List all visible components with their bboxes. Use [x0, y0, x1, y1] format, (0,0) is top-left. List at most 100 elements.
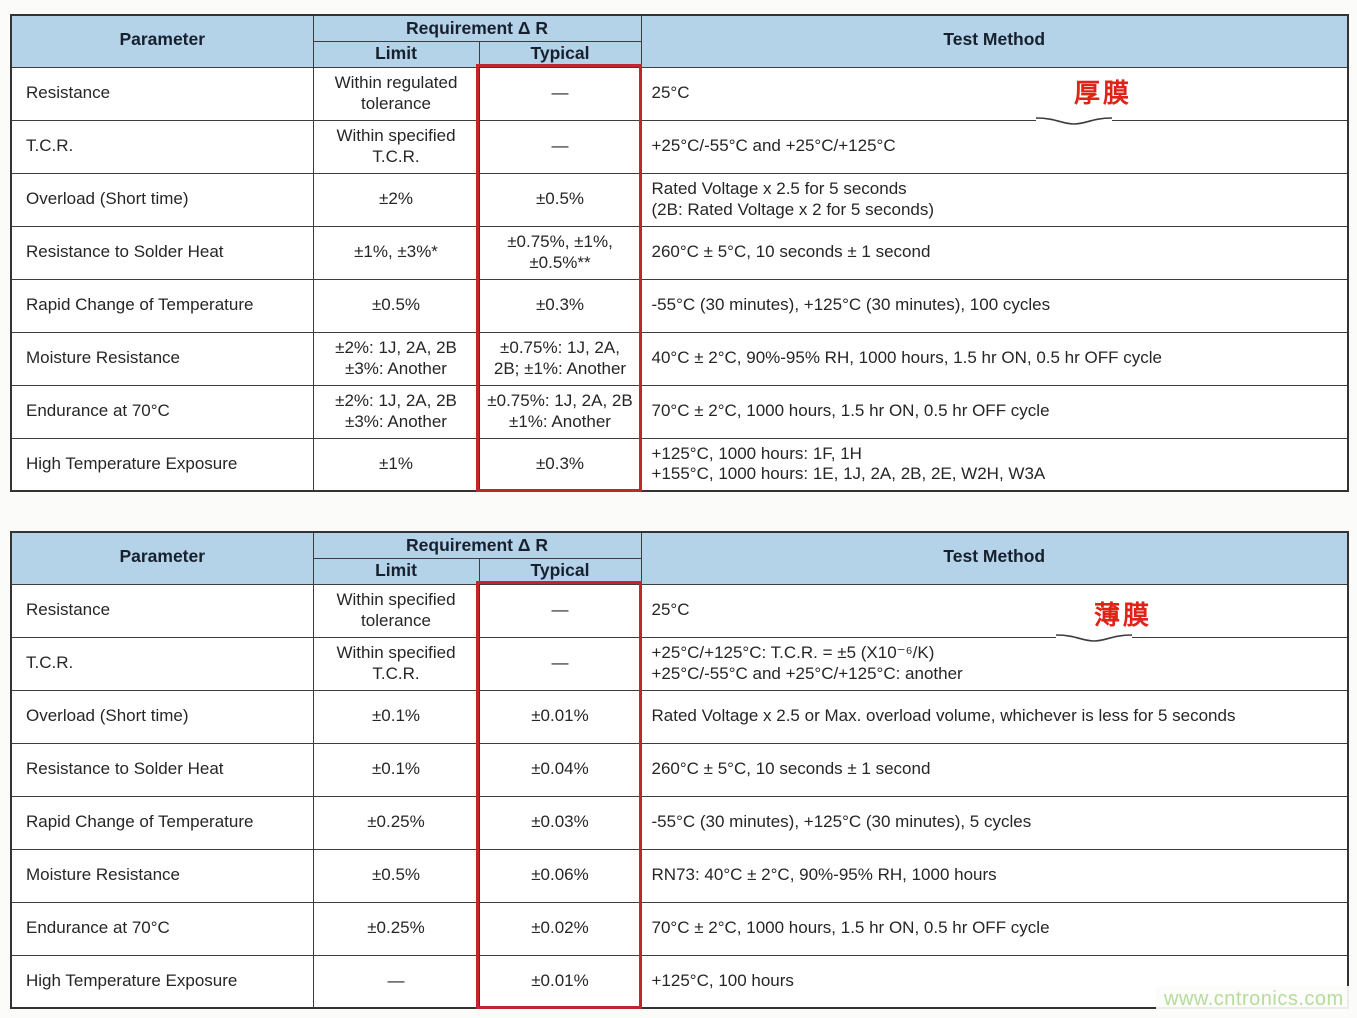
cell-parameter: Resistance to Solder Heat [10, 225, 314, 280]
cell-limit: — [312, 954, 480, 1009]
table-row: Endurance at 70°C ±2%: 1J, 2A, 2B ±3%: A… [10, 384, 1349, 439]
cell-test-method: +125°C, 1000 hours: 1F, 1H +155°C, 1000 … [640, 437, 1349, 492]
cell-typical: ±0.02% [478, 901, 642, 956]
thick-film-table-section: Parameter Requirement Δ R Test Method Li… [10, 14, 1349, 492]
cell-limit: ±0.5% [312, 278, 480, 333]
cell-test-method: Rated Voltage x 2.5 for 5 seconds (2B: R… [640, 172, 1349, 227]
thin-film-table-header: Parameter Requirement Δ R Test Method Li… [10, 531, 1349, 585]
cell-test-method: 70°C ± 2°C, 1000 hours, 1.5 hr ON, 0.5 h… [640, 901, 1349, 956]
thick-film-table-header: Parameter Requirement Δ R Test Method Li… [10, 14, 1349, 68]
table-row: Overload (Short time) ±0.1% ±0.01% Rated… [10, 689, 1349, 744]
col-header-parameter: Parameter [10, 531, 314, 585]
table-row: Resistance to Solder Heat ±1%, ±3%* ±0.7… [10, 225, 1349, 280]
cell-limit: ±0.1% [312, 689, 480, 744]
cell-limit: ±1%, ±3%* [312, 225, 480, 280]
table-row: Endurance at 70°C ±0.25% ±0.02% 70°C ± 2… [10, 901, 1349, 956]
cell-test-method: +25°C/-55°C and +25°C/+125°C [640, 119, 1349, 174]
col-header-typical: Typical [478, 41, 642, 68]
table-row: Moisture Resistance ±0.5% ±0.06% RN73: 4… [10, 848, 1349, 903]
cell-test-method: -55°C (30 minutes), +125°C (30 minutes),… [640, 278, 1349, 333]
cell-typical: ±0.75%, ±1%, ±0.5%** [478, 225, 642, 280]
cell-limit: ±0.25% [312, 795, 480, 850]
cell-test-method: 70°C ± 2°C, 1000 hours, 1.5 hr ON, 0.5 h… [640, 384, 1349, 439]
thin-film-table: Parameter Requirement Δ R Test Method Li… [10, 531, 1349, 1009]
col-header-limit: Limit [312, 41, 480, 68]
cell-limit: Within specified T.C.R. [312, 119, 480, 174]
table-row: Overload (Short time) ±2% ±0.5% Rated Vo… [10, 172, 1349, 227]
cell-typical: ±0.01% [478, 954, 642, 1009]
table-row: High Temperature Exposure ±1% ±0.3% +125… [10, 437, 1349, 492]
cell-typical: — [478, 583, 642, 638]
table-row: Moisture Resistance ±2%: 1J, 2A, 2B ±3%:… [10, 331, 1349, 386]
cell-limit: Within specified T.C.R. [312, 636, 480, 691]
cell-parameter: Resistance to Solder Heat [10, 742, 314, 797]
col-header-limit: Limit [312, 558, 480, 585]
cell-parameter: Resistance [10, 66, 314, 121]
annotation-pointer-curve [1036, 113, 1112, 126]
cell-parameter: High Temperature Exposure [10, 437, 314, 492]
cell-limit: ±0.1% [312, 742, 480, 797]
cell-test-method: 260°C ± 5°C, 10 seconds ± 1 second [640, 742, 1349, 797]
cell-parameter: Moisture Resistance [10, 331, 314, 386]
cell-test-method: +25°C/+125°C: T.C.R. = ±5 (X10⁻⁶/K) +25°… [640, 636, 1349, 691]
col-header-requirement: Requirement Δ R [312, 14, 642, 42]
cell-typical: ±0.75%: 1J, 2A, 2B ±1%: Another [478, 384, 642, 439]
cell-test-method: 25°C [640, 66, 1349, 121]
cell-test-method: 260°C ± 5°C, 10 seconds ± 1 second [640, 225, 1349, 280]
table-row: Resistance to Solder Heat ±0.1% ±0.04% 2… [10, 742, 1349, 797]
table-row: T.C.R. Within specified T.C.R. — +25°C/+… [10, 636, 1349, 691]
cell-parameter: Rapid Change of Temperature [10, 795, 314, 850]
table-row: Resistance Within regulated tolerance — … [10, 66, 1349, 121]
cell-limit: ±0.25% [312, 901, 480, 956]
cell-test-method: 25°C [640, 583, 1349, 638]
cell-parameter: T.C.R. [10, 636, 314, 691]
cell-typical: ±0.3% [478, 437, 642, 492]
col-header-requirement: Requirement Δ R [312, 531, 642, 559]
cell-limit: ±2% [312, 172, 480, 227]
table-row: High Temperature Exposure — ±0.01% +125°… [10, 954, 1349, 1009]
cell-parameter: Endurance at 70°C [10, 901, 314, 956]
cell-typical: ±0.75%: 1J, 2A, 2B; ±1%: Another [478, 331, 642, 386]
thin-film-annotation: 薄膜 [1094, 600, 1153, 630]
cell-typical: — [478, 119, 642, 174]
col-header-typical: Typical [478, 558, 642, 585]
cell-typical: ±0.01% [478, 689, 642, 744]
cell-parameter: Overload (Short time) [10, 172, 314, 227]
cell-test-method: RN73: 40°C ± 2°C, 90%-95% RH, 1000 hours [640, 848, 1349, 903]
cell-test-method: Rated Voltage x 2.5 or Max. overload vol… [640, 689, 1349, 744]
cell-typical: ±0.5% [478, 172, 642, 227]
col-header-test-method: Test Method [640, 531, 1349, 585]
cell-limit: Within specified tolerance [312, 583, 480, 638]
cell-limit: Within regulated tolerance [312, 66, 480, 121]
cell-test-method: 40°C ± 2°C, 90%-95% RH, 1000 hours, 1.5 … [640, 331, 1349, 386]
table-row: T.C.R. Within specified T.C.R. — +25°C/-… [10, 119, 1349, 174]
cell-limit: ±2%: 1J, 2A, 2B ±3%: Another [312, 384, 480, 439]
cell-typical: ±0.04% [478, 742, 642, 797]
cell-typical: ±0.03% [478, 795, 642, 850]
table-row: Rapid Change of Temperature ±0.25% ±0.03… [10, 795, 1349, 850]
table-row: Rapid Change of Temperature ±0.5% ±0.3% … [10, 278, 1349, 333]
cell-typical: — [478, 66, 642, 121]
col-header-test-method: Test Method [640, 14, 1349, 68]
cell-parameter: Rapid Change of Temperature [10, 278, 314, 333]
cell-typical: ±0.3% [478, 278, 642, 333]
cell-parameter: Moisture Resistance [10, 848, 314, 903]
cell-parameter: High Temperature Exposure [10, 954, 314, 1009]
col-header-parameter: Parameter [10, 14, 314, 68]
table-row: Resistance Within specified tolerance — … [10, 583, 1349, 638]
cell-limit: ±0.5% [312, 848, 480, 903]
cell-limit: ±2%: 1J, 2A, 2B ±3%: Another [312, 331, 480, 386]
cell-parameter: Overload (Short time) [10, 689, 314, 744]
cell-parameter: T.C.R. [10, 119, 314, 174]
thick-film-table: Parameter Requirement Δ R Test Method Li… [10, 14, 1349, 492]
thin-film-table-section: Parameter Requirement Δ R Test Method Li… [10, 531, 1349, 1009]
cell-limit: ±1% [312, 437, 480, 492]
thick-film-annotation: 厚膜 [1074, 78, 1133, 108]
annotation-pointer-curve [1056, 630, 1132, 643]
cell-typical: ±0.06% [478, 848, 642, 903]
cell-parameter: Resistance [10, 583, 314, 638]
cell-parameter: Endurance at 70°C [10, 384, 314, 439]
cell-test-method: -55°C (30 minutes), +125°C (30 minutes),… [640, 795, 1349, 850]
watermark: www.cntronics.com [1156, 986, 1352, 1015]
cell-typical: — [478, 636, 642, 691]
